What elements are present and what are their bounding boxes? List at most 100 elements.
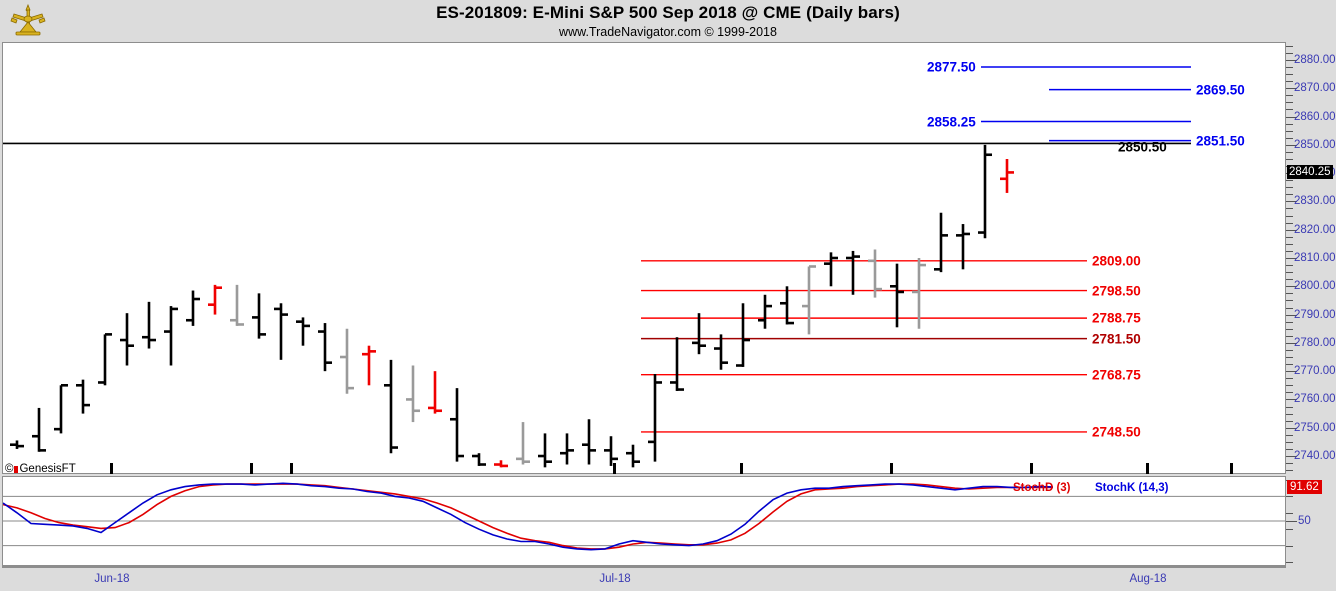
close-price-label: 2850.50: [1118, 139, 1167, 155]
price-axis-tick: [1286, 399, 1297, 401]
support-label: 2788.75: [1092, 310, 1141, 326]
ohlc-bar: [384, 359, 398, 454]
time-tick-mark: [890, 463, 893, 474]
price-axis-label: 2880.00: [1294, 53, 1336, 66]
ohlc-bar: [98, 333, 112, 386]
price-axis-tick: [1286, 286, 1297, 288]
price-axis-tick: [1286, 456, 1297, 458]
support-label: 2809.00: [1092, 253, 1141, 269]
support-label: 2781.50: [1092, 331, 1141, 347]
watermark-copyright: ©: [5, 463, 14, 475]
ohlc-bar: [802, 265, 816, 335]
price-axis-minor-tick: [1286, 215, 1293, 217]
stoch-k-line: [3, 482, 1054, 551]
chart-subtitle: www.TradeNavigator.com © 1999-2018: [559, 25, 777, 39]
ohlc-bar: [296, 317, 310, 346]
ohlc-bar: [318, 323, 332, 372]
ohlc-bar: [912, 258, 926, 329]
price-axis-minor-tick: [1286, 448, 1293, 450]
date-axis-label: Jul-18: [599, 573, 631, 585]
price-axis-minor-tick: [1286, 441, 1293, 443]
price-axis-minor-tick: [1286, 463, 1293, 465]
price-axis-label: 2790.00: [1294, 308, 1336, 321]
price-axis-minor-tick: [1286, 279, 1293, 281]
ohlc-bar: [32, 407, 46, 452]
price-chart-pane[interactable]: [2, 42, 1286, 474]
price-axis-label: 2870.00: [1294, 82, 1336, 95]
date-axis-label: Jun-18: [94, 573, 130, 585]
time-tick-mark: [740, 463, 743, 474]
stochastic-pane[interactable]: StochD (3) StochK (14,3): [2, 476, 1286, 566]
ohlc-bar: [648, 373, 662, 462]
ohlc-bar: [692, 313, 706, 355]
ohlc-bar: [890, 263, 904, 328]
support-label: 2748.50: [1092, 424, 1141, 440]
genesis-watermark: © GenesisFT: [5, 463, 76, 475]
price-axis-minor-tick: [1286, 265, 1293, 267]
price-axis-minor-tick: [1286, 385, 1293, 387]
price-axis-tick: [1286, 314, 1297, 316]
ohlc-bar: [120, 313, 134, 366]
price-axis-minor-tick: [1286, 158, 1293, 160]
stoch-last-value: 91.62: [1287, 479, 1322, 494]
price-axis-minor-tick: [1286, 413, 1293, 415]
price-axis-minor-tick: [1286, 378, 1293, 380]
time-tick-mark: [613, 463, 616, 474]
price-axis-minor-tick: [1286, 272, 1293, 274]
price-axis-minor-tick: [1286, 420, 1293, 422]
price-axis-minor-tick: [1286, 300, 1293, 302]
price-axis-minor-tick: [1286, 95, 1293, 97]
price-axis-minor-tick: [1286, 243, 1293, 245]
page-title: ES-201809: E-Mini S&P 500 Sep 2018 @ CME…: [436, 3, 900, 22]
resistance-label: 2858.25: [927, 114, 976, 129]
resistance-label: 2869.50: [1196, 82, 1245, 98]
stoch-axis-tick: [1286, 521, 1297, 522]
price-axis-minor-tick: [1286, 74, 1293, 76]
time-tick-mark: [1230, 463, 1233, 474]
ohlc-bar: [714, 334, 728, 370]
stoch-axis-tick: [1286, 545, 1293, 547]
ohlc-bar: [450, 388, 464, 462]
ohlc-bar: [736, 303, 750, 367]
ohlc-bar: [956, 224, 970, 270]
ohlc-bar: [934, 212, 948, 273]
ohlc-bar: [340, 328, 354, 394]
ohlc-bar: [274, 303, 288, 360]
time-tick-mark: [1030, 463, 1033, 474]
ohlc-bar: [10, 440, 24, 449]
price-axis-minor-tick: [1286, 328, 1293, 330]
price-axis-minor-tick: [1286, 67, 1293, 69]
price-axis-tick: [1286, 342, 1297, 344]
price-axis-tick: [1286, 258, 1297, 259]
ohlc-bar: [186, 290, 200, 326]
stoch-k-legend: StochK (14,3): [1095, 482, 1169, 494]
price-axis-minor-tick: [1286, 293, 1293, 295]
time-tick-mark: [290, 463, 293, 474]
ohlc-bar: [604, 436, 618, 466]
price-axis-label: 2830.00: [1294, 195, 1336, 208]
price-axis-label: 2820.00: [1294, 223, 1336, 236]
ohlc-bar: [670, 337, 684, 391]
stoch-axis-tick: [1286, 529, 1293, 531]
price-axis-minor-tick: [1286, 151, 1293, 153]
stochastic-axis[interactable]: 50 91.62: [1286, 476, 1336, 566]
chart-header: ES-201809: E-Mini S&P 500 Sep 2018 @ CME…: [0, 0, 1336, 42]
stoch-axis-tick: [1286, 512, 1293, 514]
price-axis-minor-tick: [1286, 335, 1293, 337]
price-axis-minor-tick: [1286, 208, 1293, 210]
price-axis-minor-tick: [1286, 349, 1293, 351]
price-axis-minor-tick: [1286, 321, 1293, 323]
ohlc-bar: [582, 419, 596, 465]
price-axis-minor-tick: [1286, 52, 1293, 54]
ohlc-bar: [780, 286, 794, 325]
price-axis-label: 2750.00: [1294, 421, 1336, 434]
price-axis-minor-tick: [1286, 109, 1293, 111]
price-axis-minor-tick: [1286, 187, 1293, 189]
date-axis: Jun-18 Jul-18 Aug-18: [2, 566, 1286, 591]
price-axis[interactable]: 2880.002870.002860.002850.002840.002830.…: [1286, 42, 1336, 474]
price-axis-tick: [1286, 371, 1297, 373]
price-axis-minor-tick: [1286, 364, 1293, 366]
stoch-axis-tick: [1286, 496, 1293, 498]
price-axis-tick: [1286, 229, 1297, 231]
